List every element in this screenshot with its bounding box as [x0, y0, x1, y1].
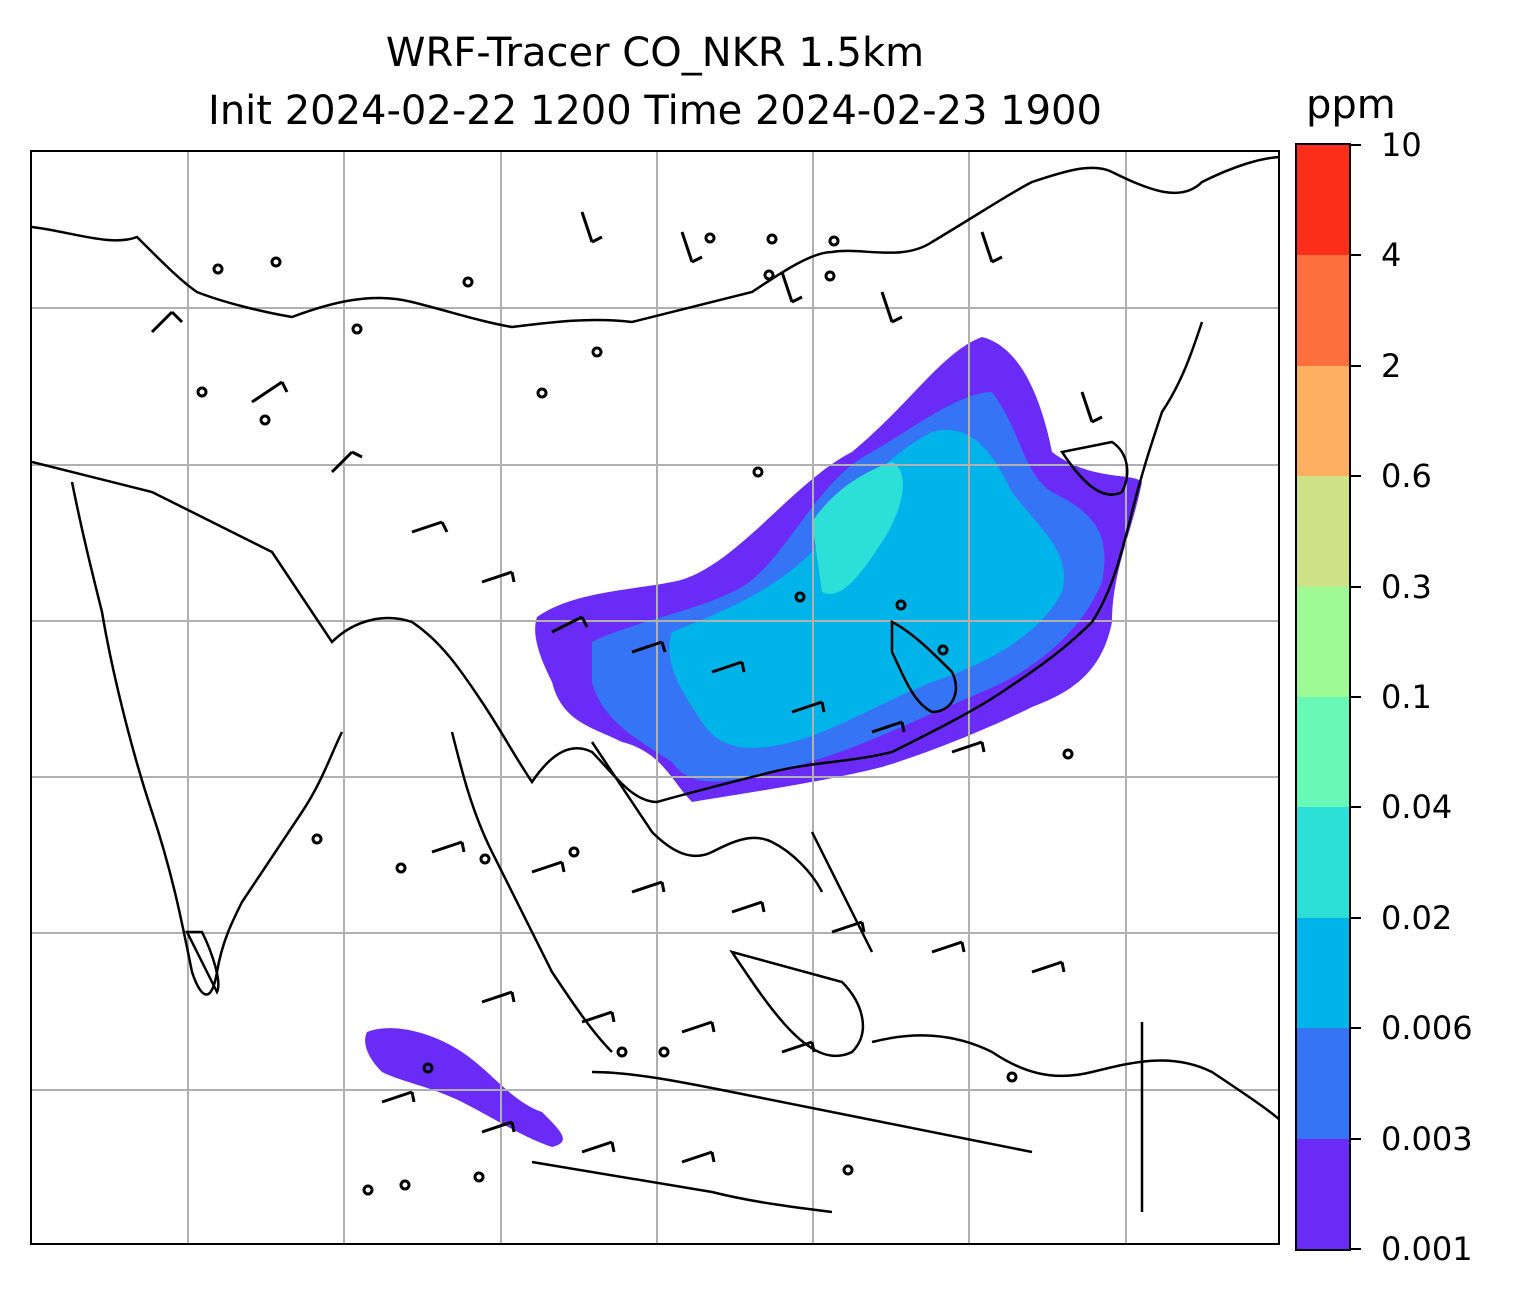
colorbar-tick-label: 0.6: [1381, 457, 1432, 496]
colorbar-tick: [1351, 806, 1361, 809]
colorbar-segment: [1297, 916, 1349, 1029]
colorbar-segment: [1297, 1027, 1349, 1139]
colorbar-tick-label: 0.003: [1381, 1119, 1473, 1158]
colorbar-segment: [1297, 696, 1349, 808]
colorbar: [1295, 143, 1351, 1251]
chart-title-line2: Init 2024-02-22 1200 Time 2024-02-23 190…: [208, 88, 1102, 134]
colorbar-segment: [1297, 254, 1349, 366]
colorbar-tick: [1351, 364, 1361, 367]
colorbar-tick: [1351, 916, 1361, 919]
colorbar-tick-label: 0.04: [1381, 788, 1453, 827]
colorbar-segment: [1297, 145, 1349, 256]
colorbar-units-label: ppm: [1306, 82, 1396, 128]
co-plume-field: [365, 337, 1142, 1147]
colorbar-segment: [1297, 364, 1349, 477]
map-panel: [30, 150, 1280, 1245]
colorbar-segment: [1297, 1137, 1349, 1249]
colorbar-tick: [1351, 144, 1361, 146]
lat-lon-gridlines: [32, 152, 1278, 1243]
plume-level-0.006: [669, 430, 1064, 748]
colorbar-segment: [1297, 806, 1349, 918]
calm-wind-markers: [196, 232, 1074, 1196]
colorbar-tick-label: 0.006: [1381, 1009, 1473, 1048]
colorbar-segment: [1297, 475, 1349, 587]
colorbar-tick-label: 0.1: [1381, 678, 1432, 716]
colorbar-tick-label: 10: [1381, 126, 1422, 164]
colorbar-tick-label: 0.001: [1381, 1230, 1473, 1268]
colorbar-tick: [1351, 1027, 1361, 1030]
colorbar-tick: [1351, 475, 1361, 478]
plume-south-0.001: [365, 1028, 563, 1147]
map-canvas: [32, 152, 1278, 1243]
colorbar-tick: [1351, 1137, 1361, 1140]
colorbar-tick: [1351, 1248, 1361, 1250]
plume-level-0.02: [812, 462, 903, 594]
colorbar-tick-label: 2: [1381, 346, 1402, 385]
colorbar-tick-label: 0.3: [1381, 567, 1432, 606]
coastlines-and-borders: [32, 155, 1278, 1214]
wind-barbs: [150, 211, 1103, 1164]
colorbar-tick-label: 0.02: [1381, 898, 1453, 937]
colorbar-segment: [1297, 585, 1349, 697]
colorbar-tick: [1351, 254, 1361, 257]
chart-title-line1: WRF-Tracer CO_NKR 1.5km: [385, 30, 925, 76]
colorbar-tick: [1351, 696, 1361, 698]
colorbar-tick: [1351, 585, 1361, 588]
colorbar-tick-label: 4: [1381, 236, 1402, 275]
